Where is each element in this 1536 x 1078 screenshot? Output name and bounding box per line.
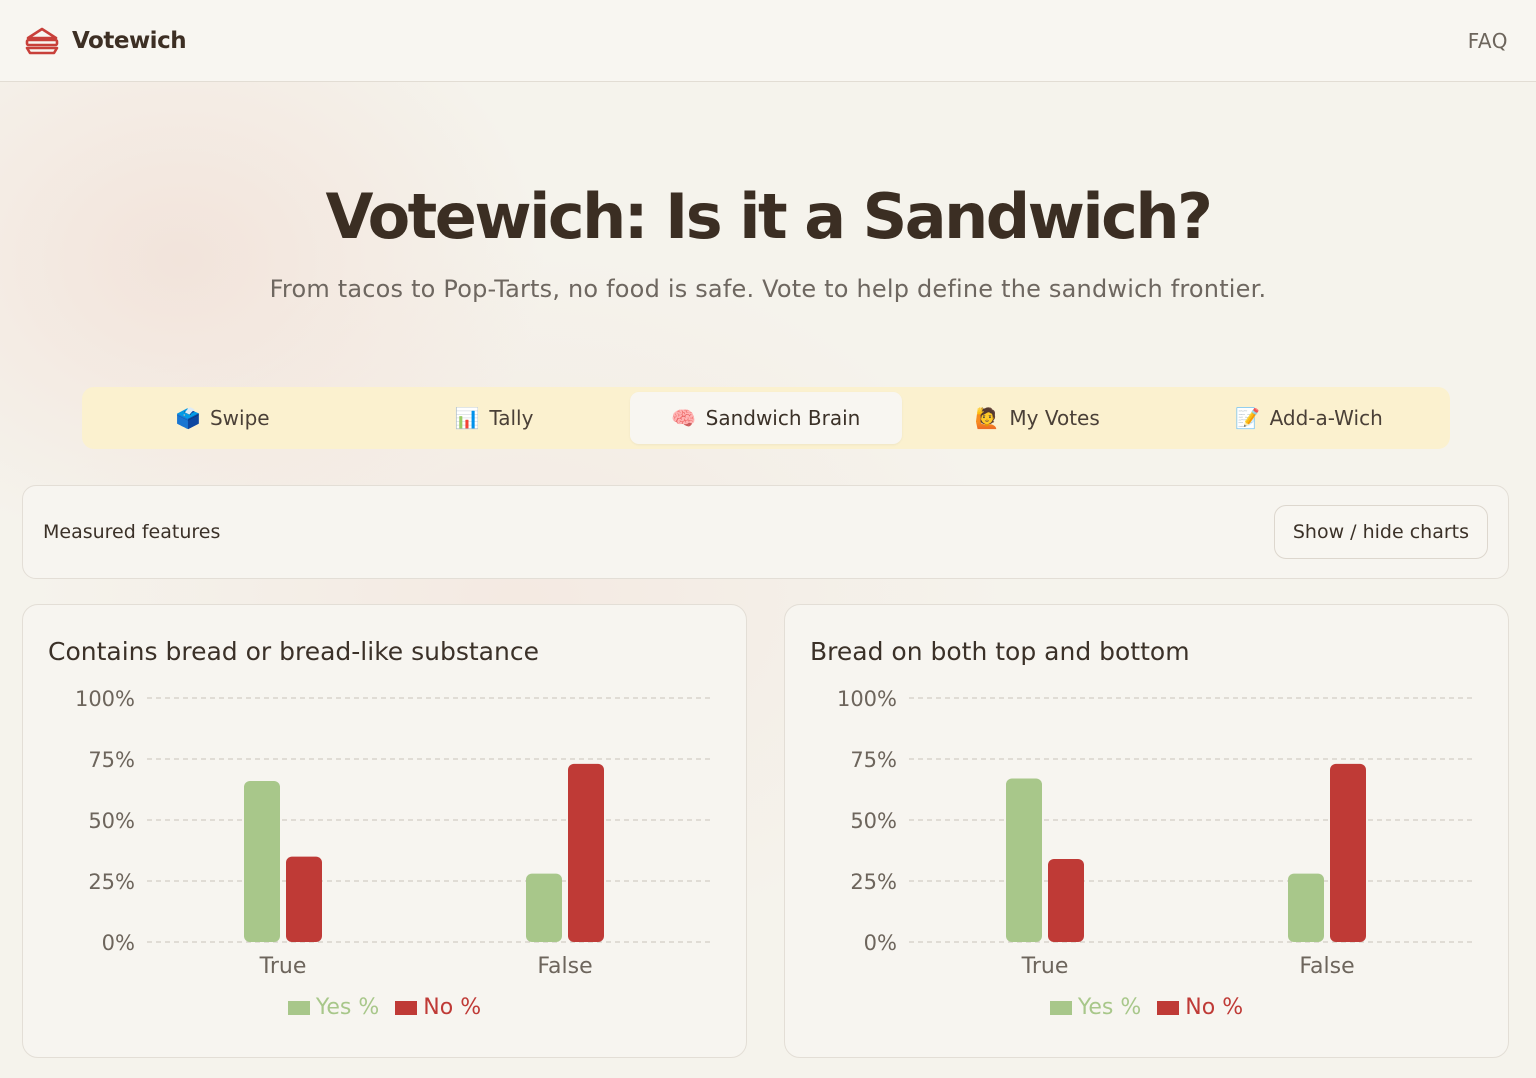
y-tick-label: 25% (88, 870, 135, 894)
tab-label: Add-a-Wich (1269, 406, 1383, 430)
legend-label-no: No % (423, 995, 482, 1020)
y-tick-label: 0% (102, 931, 135, 955)
brain-icon: 🧠 (671, 406, 697, 430)
y-tick-label: 50% (88, 809, 135, 833)
sandwich-logo-icon (25, 27, 59, 54)
legend-swatch-no (395, 1000, 418, 1015)
legend-item-yes[interactable]: Yes % (1049, 995, 1142, 1020)
tab-sandwich-brain[interactable]: 🧠 Sandwich Brain (630, 392, 902, 444)
legend-swatch-no (1157, 1000, 1180, 1015)
bar-no (1048, 859, 1084, 942)
bar-no (568, 763, 604, 942)
bar-chart-icon: 📊 (454, 406, 480, 430)
legend-item-no[interactable]: No % (1157, 995, 1243, 1020)
legend-label-no: No % (1185, 995, 1244, 1020)
legend-label-yes: Yes % (1077, 995, 1142, 1020)
bar-no (286, 856, 322, 942)
y-tick-label: 100% (75, 687, 135, 711)
x-category-label: False (1299, 954, 1354, 979)
page-subtitle: From tacos to Pop-Tarts, no food is safe… (269, 275, 1267, 303)
tab-my-votes[interactable]: 🙋 My Votes (902, 392, 1174, 444)
bar-chart: 0% 25% 50% 75% 100% True False (837, 687, 1473, 979)
y-tick-label: 50% (850, 809, 897, 833)
memo-icon: 📝 (1235, 406, 1261, 430)
chart-card: Bread on both top and bottom 0% 25% 50% 75%… (784, 604, 1509, 1058)
legend-swatch-yes (1049, 1000, 1072, 1015)
top-navbar: Votewich FAQ (0, 0, 1536, 82)
x-category-label: True (1021, 954, 1069, 979)
legend-item-no[interactable]: No % (395, 995, 481, 1020)
bar-yes (526, 873, 562, 942)
chart-title: Contains bread or bread-like substance (48, 637, 539, 666)
chart-card: Contains bread or bread-like substance 0… (22, 604, 747, 1058)
tab-add-a-wich[interactable]: 📝 Add-a-Wich (1173, 392, 1445, 444)
brand[interactable]: Votewich (24, 26, 187, 56)
x-category-label: True (259, 954, 307, 979)
y-tick-label: 75% (88, 748, 135, 772)
person-raising-hand-icon: 🙋 (974, 406, 1000, 430)
bar-yes (1006, 778, 1042, 942)
tab-label: Swipe (209, 406, 270, 430)
tab-bar: 🗳️ Swipe 📊 Tally 🧠 Sandwich Brain 🙋 My V… (82, 387, 1450, 449)
measured-features-label: Measured features (43, 521, 221, 543)
chart-title: Bread on both top and bottom (810, 637, 1190, 666)
bar-no (1330, 763, 1366, 942)
tab-label: Sandwich Brain (705, 406, 861, 430)
y-tick-label: 0% (864, 931, 897, 955)
tab-label: My Votes (1009, 406, 1100, 430)
hero: Votewich: Is it a Sandwich? From tacos t… (0, 180, 1536, 303)
legend-label-yes: Yes % (315, 995, 380, 1020)
ballot-box-icon: 🗳️ (175, 406, 201, 430)
tab-swipe[interactable]: 🗳️ Swipe (87, 392, 359, 444)
bar-chart: 0% 25% 50% 75% 100% True False (75, 687, 711, 979)
chart-legend: Yes % No % (23, 995, 746, 1020)
legend-item-yes[interactable]: Yes % (287, 995, 380, 1020)
legend-swatch-yes (287, 1000, 310, 1015)
bar-yes (244, 780, 280, 942)
measured-features-panel: Measured features Show / hide charts (22, 485, 1509, 579)
chart-legend: Yes % No % (785, 995, 1508, 1020)
brand-name: Votewich (72, 27, 187, 54)
tab-tally[interactable]: 📊 Tally (359, 392, 631, 444)
bar-yes (1288, 873, 1324, 942)
faq-link[interactable]: FAQ (1467, 28, 1508, 53)
tab-label: Tally (489, 406, 534, 430)
y-tick-label: 25% (850, 870, 897, 894)
y-tick-label: 75% (850, 748, 897, 772)
page-title: Votewich: Is it a Sandwich? (325, 180, 1213, 253)
x-category-label: False (537, 954, 592, 979)
show-hide-charts-button[interactable]: Show / hide charts (1273, 505, 1488, 559)
y-tick-label: 100% (837, 687, 897, 711)
